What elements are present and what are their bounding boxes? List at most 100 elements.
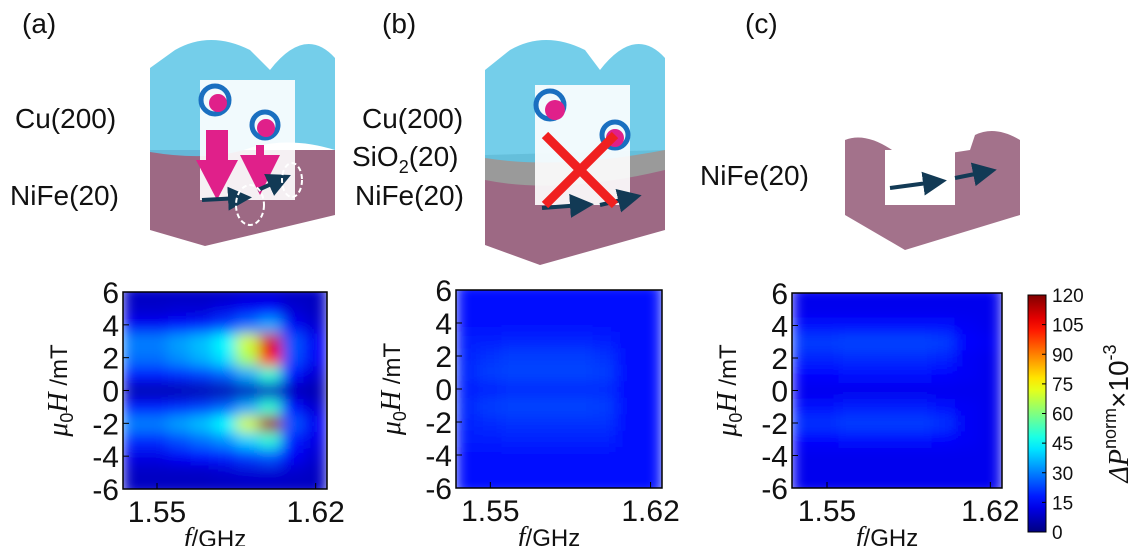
heatmap-cell (145, 299, 169, 318)
heatmap-cell (303, 365, 327, 383)
heatmap-cell (258, 316, 283, 334)
heatmap-cell (303, 332, 327, 350)
heatmap-cell (123, 381, 147, 400)
heatmap-cell (524, 446, 549, 464)
heatmap-cell (456, 314, 480, 332)
heatmap-cell (456, 429, 480, 448)
layer-label: NiFe(20) (355, 180, 464, 211)
heatmap-cell (235, 365, 260, 383)
heatmap-cell (478, 347, 503, 365)
colorbar-tick-label: 0 (1052, 523, 1063, 544)
heatmap-cell (190, 365, 215, 383)
heatmap-cell (615, 330, 640, 349)
heatmap-cell (456, 297, 480, 316)
heatmap-cell (303, 447, 327, 465)
heatmap-cell (884, 300, 910, 318)
heatmap-cell (123, 447, 147, 465)
x-tick-label: 1.62 (961, 495, 1019, 528)
heatmap-cell (547, 297, 571, 316)
heatmap-cell (456, 290, 480, 299)
heatmap-cell (978, 381, 1002, 400)
heatmap-cell (615, 462, 640, 481)
heatmap-cell (954, 349, 980, 367)
schematic-a (150, 40, 335, 246)
heatmap-cell (931, 293, 956, 302)
heatmap-cell (235, 292, 260, 301)
heatmap-cell (978, 414, 1002, 432)
heatmap-cell (908, 381, 933, 400)
heatmap-cell (615, 380, 640, 398)
heatmap-cell (792, 365, 816, 383)
y-axis-label-unit: /mT (715, 344, 742, 392)
y-tick-label: 2 (102, 343, 119, 376)
heatmap-cell (792, 430, 816, 448)
heatmap-cell (908, 365, 933, 383)
heatmap-cell (592, 396, 617, 415)
heatmap-cell (615, 290, 640, 299)
heatmap-cell (569, 429, 594, 448)
y-tick-label: -2 (92, 408, 119, 441)
heatmap-cell (213, 480, 237, 489)
heatmap-cell (592, 314, 617, 332)
y-axis-label-unit: /mT (46, 344, 73, 392)
heatmap-cell (931, 463, 956, 481)
heatmap-cell (569, 413, 594, 431)
heatmap-cell (547, 396, 571, 415)
heatmap-cell (547, 479, 571, 488)
heatmap-cell (478, 462, 503, 481)
y-tick-label: -6 (761, 473, 788, 506)
heatmap-cell (792, 446, 816, 465)
heatmap-cell (615, 479, 640, 488)
heatmap-cell (145, 398, 169, 416)
heatmap-cell (123, 348, 147, 367)
layer-label: Cu(200) (15, 103, 116, 134)
heatmap-cell (592, 462, 617, 481)
heatmap-cell (908, 463, 933, 481)
heatmap-cell (213, 447, 237, 465)
panel-label: (b) (382, 8, 416, 39)
heatmap-cell (908, 414, 933, 432)
heatmap-cell (931, 414, 956, 432)
heatmap-cell (569, 290, 594, 299)
heatmap-cell (167, 480, 192, 489)
heatmap-cell (258, 381, 283, 400)
heatmap-cell (524, 479, 549, 488)
heatmap-cell (861, 316, 886, 335)
heatmap-cell (861, 365, 886, 383)
y-axis-label-symbol: H (712, 391, 743, 414)
heatmap-cell (861, 430, 886, 448)
heatmap-cell (213, 398, 237, 416)
heatmap-cell (838, 293, 863, 302)
heatmap-cell (281, 447, 305, 465)
colorbar-label-scale: ×10 (1103, 360, 1134, 408)
colorbar-label-sup: -3 (1100, 344, 1120, 360)
x-tick-label: 1.55 (128, 496, 186, 529)
heatmap-cell (615, 396, 640, 415)
heatmap-cell (638, 363, 662, 382)
heatmap-cell (258, 332, 283, 350)
heatmap-cell (884, 293, 910, 302)
heatmap-cell (145, 365, 169, 383)
heatmap-cell (235, 414, 260, 433)
y-tick-label: 6 (771, 278, 788, 311)
heatmap-cell (303, 431, 327, 449)
heatmap-cell (569, 330, 594, 349)
heatmap-cell (954, 479, 980, 488)
heatmap-cell (281, 316, 305, 334)
heatmap-cell (456, 479, 480, 488)
heatmap-cell (524, 396, 549, 415)
heatmap-cell (303, 316, 327, 334)
heatmap-cell (884, 463, 910, 481)
heatmap-cell (524, 462, 549, 481)
heatmap-cell (213, 316, 237, 334)
heatmap-cell (931, 333, 956, 351)
heatmap-cell (123, 316, 147, 334)
heatmap-cell (592, 479, 617, 488)
heatmap-cell (167, 316, 192, 334)
heatmap-cell (167, 431, 192, 449)
layer-label: Cu(200) (362, 103, 463, 134)
heatmap-cell (547, 290, 571, 299)
heatmap-cell (814, 398, 840, 416)
colorbar-tick-label: 45 (1052, 434, 1073, 455)
heatmap-cell (547, 347, 571, 365)
